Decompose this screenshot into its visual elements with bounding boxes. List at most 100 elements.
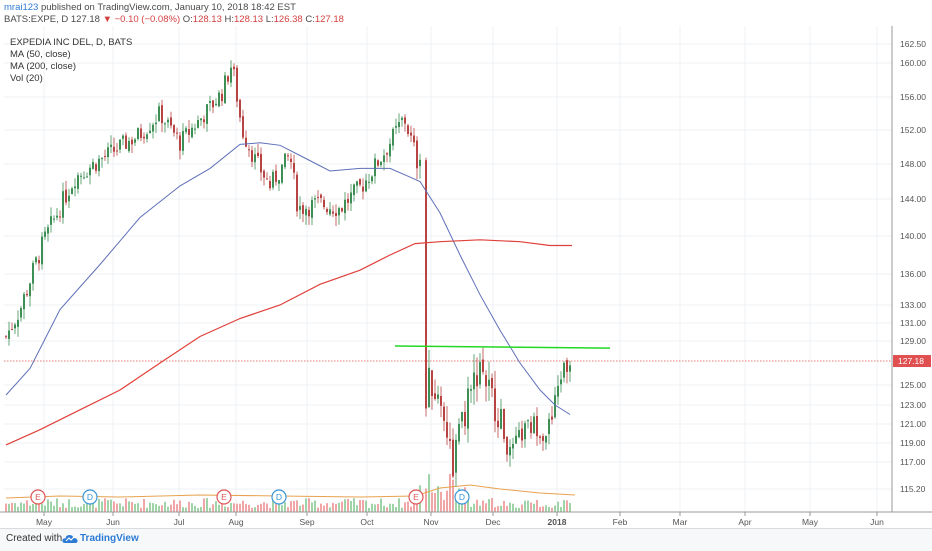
volume-bar [14, 503, 16, 512]
close-value: 127.18 [314, 14, 344, 25]
close-label: C: [302, 14, 315, 25]
candle-body [359, 179, 361, 185]
candle-body [341, 208, 343, 212]
candle-body [557, 385, 559, 397]
candle-body [326, 209, 328, 213]
candle-body [26, 293, 28, 296]
chart-grid [4, 26, 892, 512]
legend-ma200[interactable]: MA (200, close) [10, 61, 76, 72]
chart-header: mrai123 published on TradingView.com, Ja… [4, 0, 928, 26]
volume-bar [320, 503, 322, 512]
volume-bar [218, 504, 220, 512]
volume-bar [5, 503, 7, 512]
volume-bar [365, 500, 367, 512]
candle-body [473, 372, 475, 390]
volume-bar [128, 501, 130, 512]
publish-line: mrai123 published on TradingView.com, Ja… [4, 2, 296, 13]
volume-bar [74, 506, 76, 512]
dividend-marker-icon[interactable] [454, 489, 470, 505]
volume-bar [551, 507, 553, 512]
volume-bar [8, 503, 10, 512]
candle-body [134, 139, 136, 143]
candle-body [455, 439, 457, 473]
event-marker-label: D [87, 492, 93, 502]
volume-bar [275, 499, 277, 512]
candle-body [458, 423, 460, 442]
resistance-trendline[interactable] [394, 345, 611, 349]
candle-body [404, 117, 406, 124]
earnings-marker-icon[interactable] [30, 489, 46, 505]
volume-bar [467, 495, 469, 512]
candle-body [350, 192, 352, 204]
volume-bar [11, 503, 13, 512]
volume-bar [65, 507, 67, 512]
last-price-badge [893, 355, 931, 368]
x-tick-label: May [36, 517, 53, 527]
volume-bar [68, 499, 70, 512]
candle-body [506, 436, 508, 455]
volume-bar [293, 500, 295, 512]
candle-body [338, 207, 340, 216]
candle-body [410, 132, 412, 136]
candle-body [149, 130, 151, 134]
high-value: 128.13 [234, 14, 264, 25]
volume-bar [104, 498, 106, 512]
price-chart[interactable]: 127.18 E D E D E D 162.50 160.00 156.00 152.00 148… [0, 26, 932, 528]
volume-bar [197, 507, 199, 512]
volume-bar [344, 499, 346, 512]
author-link[interactable]: mrai123 [4, 2, 39, 13]
legend-volume[interactable]: Vol (20) [10, 73, 43, 84]
candle-body [314, 198, 316, 200]
earnings-marker-icon[interactable] [408, 489, 424, 505]
volume-bar [80, 506, 82, 512]
candle-body [158, 106, 160, 122]
volume-bar [119, 503, 121, 512]
volume-bar [32, 503, 34, 512]
volume-bar [446, 490, 448, 512]
candle-body [347, 198, 349, 203]
volume-bar [233, 503, 235, 512]
volume-bar [491, 498, 493, 512]
candle-body [530, 422, 532, 433]
earnings-marker-icon[interactable] [216, 489, 232, 505]
y-tick-label: 117.00 [900, 457, 926, 467]
volume-bar [164, 501, 166, 512]
candle-body [86, 176, 88, 178]
legend-title: EXPEDIA INC DEL, D, BATS [10, 37, 132, 48]
x-tick-label: Nov [423, 517, 439, 527]
volume-bar [563, 500, 565, 512]
volume-bar [113, 501, 115, 512]
candle-body [482, 359, 484, 372]
candle-body [302, 205, 304, 214]
x-tick-label: 2018 [548, 517, 567, 527]
volume-bar [494, 507, 496, 512]
tradingview-brand[interactable]: TradingView [80, 533, 139, 544]
volume-bar [476, 499, 478, 512]
candle-body [509, 447, 511, 456]
candle-body [278, 180, 280, 184]
candle-body [17, 319, 19, 327]
y-tick-label: 160.00 [900, 58, 926, 68]
chart-legend: EXPEDIA INC DEL, D, BATS MA (50, close) … [10, 37, 132, 84]
candle-body [41, 236, 43, 265]
candle-body [269, 181, 271, 189]
low-label: L: [263, 14, 274, 25]
candle-body [47, 227, 49, 234]
candle-body [464, 412, 466, 427]
candle-body [101, 158, 103, 160]
candle-body [527, 420, 529, 422]
volume-bar [323, 505, 325, 512]
candle-body [518, 430, 520, 438]
candle-body [236, 67, 238, 102]
volume-bar [50, 501, 52, 512]
candle-body [371, 176, 373, 182]
volume-bar [131, 502, 133, 512]
candle-body [407, 125, 409, 134]
volume-bar [122, 506, 124, 512]
volume-bar [140, 507, 142, 512]
legend-ma50[interactable]: MA (50, close) [10, 49, 71, 60]
volume-bar [287, 507, 289, 512]
dividend-marker-icon[interactable] [271, 489, 287, 505]
candle-body [356, 181, 358, 186]
dividend-marker-icon[interactable] [82, 489, 98, 505]
